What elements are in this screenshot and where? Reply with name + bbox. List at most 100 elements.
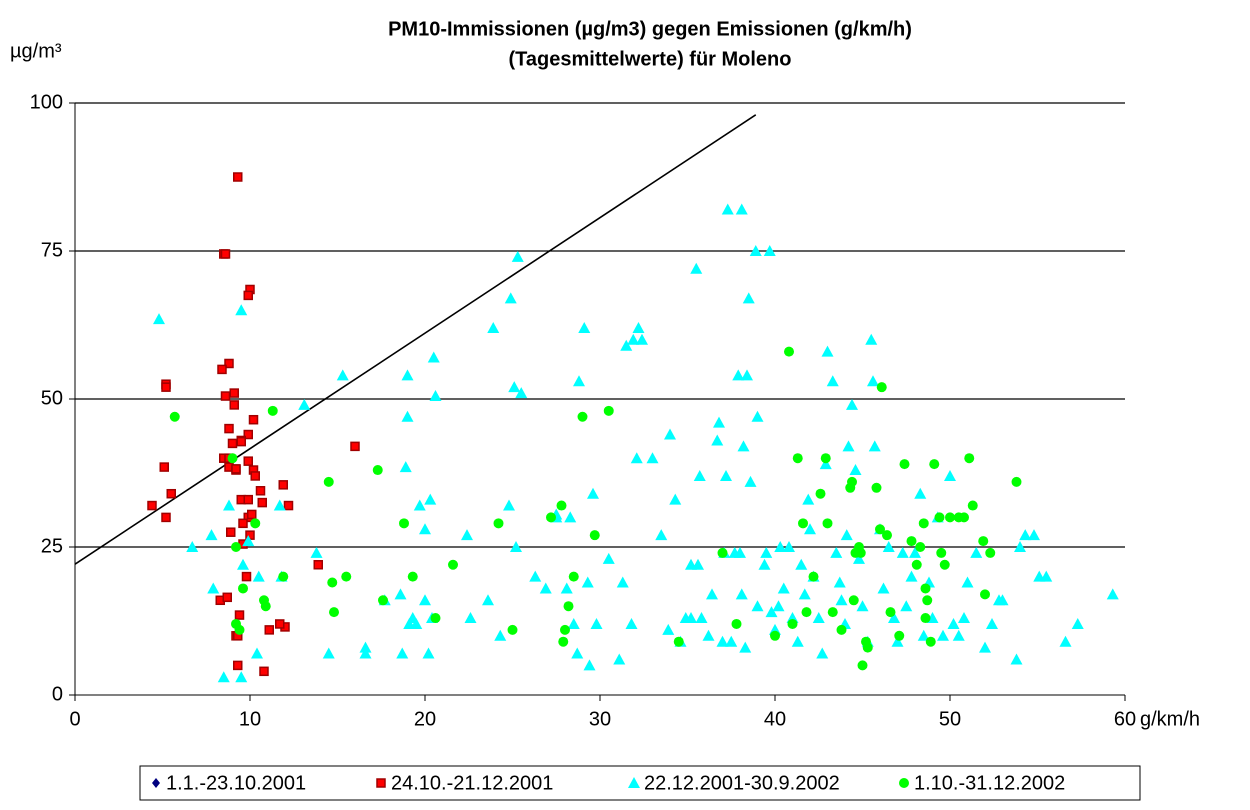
y-axis-label: µg/m³: [10, 40, 62, 62]
marker: [937, 629, 949, 641]
legend-box: [139, 765, 1141, 801]
marker: [734, 546, 746, 558]
marker: [410, 617, 423, 629]
marker: [920, 583, 931, 594]
marker: [236, 436, 246, 447]
marker: [448, 559, 458, 570]
marker: [419, 523, 431, 535]
marker: [166, 488, 176, 499]
marker: [816, 647, 829, 659]
marker: [620, 339, 633, 351]
marker: [929, 459, 940, 470]
legend-marker: [376, 778, 386, 788]
marker: [159, 462, 169, 472]
marker: [563, 601, 574, 612]
marker: [1011, 476, 1022, 487]
marker: [407, 571, 418, 582]
marker: [996, 594, 1009, 606]
marker: [273, 499, 286, 511]
marker: [763, 245, 776, 256]
marker: [947, 617, 960, 629]
marker: [918, 518, 929, 529]
marker: [787, 618, 798, 629]
marker: [252, 570, 265, 582]
marker: [267, 405, 278, 416]
marker: [529, 570, 542, 582]
marker: [359, 647, 372, 659]
x-tick-label: 30: [589, 708, 611, 730]
marker: [751, 410, 764, 422]
legend-label: 1.1.-23.10.2001: [166, 772, 306, 794]
marker: [590, 617, 603, 629]
marker: [820, 453, 831, 464]
marker: [760, 546, 773, 558]
marker: [739, 641, 752, 653]
marker: [1010, 653, 1023, 665]
marker: [706, 588, 718, 600]
marker: [964, 453, 975, 464]
marker: [896, 546, 909, 558]
marker: [749, 245, 762, 256]
marker: [242, 535, 255, 547]
marker: [875, 524, 885, 535]
marker: [323, 476, 334, 487]
marker: [882, 541, 895, 552]
y-tick-label: 0: [52, 683, 63, 705]
marker: [515, 387, 528, 399]
marker: [424, 493, 437, 505]
marker: [247, 509, 257, 520]
marker: [264, 625, 274, 635]
x-tick-label: 40: [764, 708, 786, 730]
legend-marker: [628, 777, 640, 788]
marker: [396, 647, 409, 659]
chart-title: PM10-Immissionen (µg/m3) gegen Emissione…: [388, 18, 912, 40]
x-tick-label: 20: [414, 708, 436, 730]
marker: [855, 547, 866, 558]
marker: [842, 440, 855, 452]
marker: [587, 487, 599, 499]
marker: [359, 641, 372, 653]
marker: [662, 623, 675, 635]
marker: [275, 619, 285, 629]
marker: [568, 571, 579, 582]
marker: [915, 542, 926, 552]
marker: [673, 636, 684, 647]
marker: [917, 629, 930, 641]
marker: [936, 547, 947, 558]
marker: [731, 618, 742, 629]
x-axis-label: g/km/h: [1140, 708, 1200, 730]
marker: [233, 172, 243, 182]
marker: [693, 469, 706, 481]
marker: [231, 542, 241, 552]
marker: [327, 577, 338, 588]
marker: [862, 642, 873, 653]
marker: [589, 530, 600, 541]
marker: [815, 488, 826, 499]
marker: [830, 546, 843, 558]
marker: [278, 480, 288, 490]
marker: [413, 499, 426, 511]
marker: [847, 476, 857, 487]
marker: [742, 292, 755, 304]
marker: [967, 500, 978, 511]
marker: [944, 469, 956, 481]
marker: [401, 369, 414, 381]
marker: [695, 612, 708, 624]
marker: [835, 594, 848, 606]
marker: [1014, 541, 1026, 552]
marker: [487, 321, 500, 333]
marker: [774, 541, 787, 552]
marker: [329, 607, 339, 618]
trend-line: [74, 114, 757, 565]
marker: [821, 345, 834, 357]
marker: [503, 499, 515, 511]
marker: [1059, 635, 1072, 647]
marker: [220, 249, 231, 259]
marker: [980, 589, 990, 600]
marker: [804, 523, 816, 535]
marker: [1106, 588, 1119, 600]
y-tick-label: 75: [41, 239, 63, 261]
marker: [856, 600, 869, 612]
marker: [978, 536, 989, 547]
marker: [207, 582, 220, 594]
